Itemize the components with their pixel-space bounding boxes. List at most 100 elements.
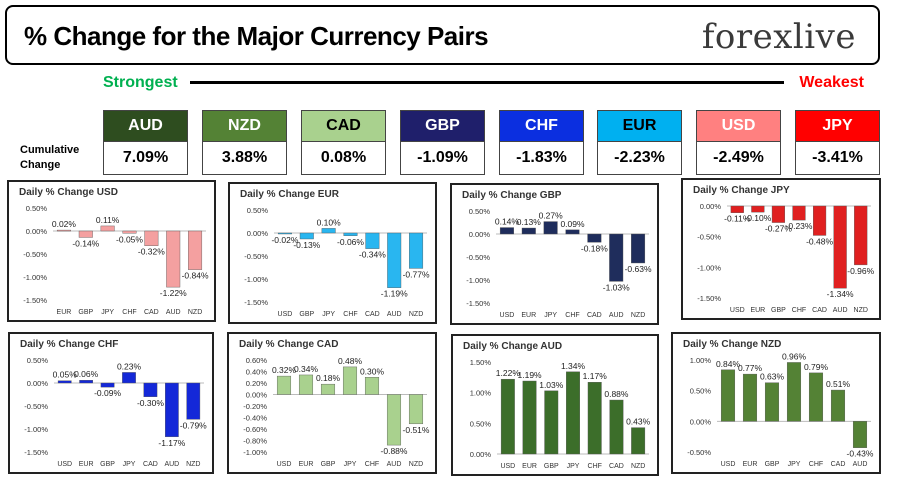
x-tick-label: AUD: [166, 309, 181, 316]
data-label: -0.30%: [137, 398, 164, 408]
cumulative-value-eur: -2.23%: [597, 142, 682, 175]
bar-chart: 0.00% -0.50% -1.00% -1.50% -0.11% USD -0.10% EU…: [697, 202, 874, 314]
y-tick-label: 1.00%: [470, 389, 492, 398]
bar-aud: [609, 233, 624, 282]
data-label: 0.48%: [338, 356, 363, 366]
chart-title: Daily % Change CAD: [239, 339, 339, 350]
data-label: -0.77%: [403, 269, 430, 279]
currency-tile-jpy: JPY: [795, 110, 880, 142]
bar-chart: 0.60% 0.40% 0.20% 0.00% -0.20% -0.40% -0.60% -0…: [243, 356, 430, 468]
data-label: 0.77%: [738, 363, 763, 373]
x-tick-label: JPY: [322, 311, 335, 318]
y-tick-label: -1.50%: [244, 298, 268, 307]
bar-usd: [730, 205, 744, 213]
x-tick-label: CAD: [831, 461, 846, 468]
y-tick-label: -0.50%: [687, 448, 711, 457]
y-tick-label: -1.00%: [243, 448, 267, 457]
bar-chart: 1.00% 0.50% 0.00% -0.50% 0.84% USD 0.77% EUR 0.6…: [687, 351, 874, 468]
bar-gbp: [764, 382, 780, 422]
currency-tile-aud: AUD: [103, 110, 188, 142]
data-label: 0.05%: [53, 370, 78, 380]
data-label: 0.88%: [604, 389, 629, 399]
data-label: -0.02%: [271, 235, 298, 245]
data-label: 0.96%: [782, 351, 807, 361]
bar-nzd: [188, 230, 203, 270]
data-label: 0.02%: [52, 219, 77, 229]
bar-cad: [587, 233, 602, 243]
bar-usd: [500, 378, 515, 455]
x-tick-label: CHF: [565, 312, 579, 319]
y-tick-label: 0.00%: [246, 391, 268, 400]
x-tick-label: JPY: [101, 309, 114, 316]
bar-usd: [720, 369, 736, 422]
chart-panel-8: Daily % Change NZD 1.00% 0.50% 0.00% -0.50% 0…: [671, 332, 881, 474]
chart-panel-7: Daily % Change AUD 1.50% 1.00% 0.50% 0.00% 1.…: [451, 334, 659, 476]
x-tick-label: EUR: [522, 463, 537, 470]
currency-tile-nzd: NZD: [202, 110, 287, 142]
data-label: -1.17%: [158, 438, 185, 448]
x-tick-label: GBP: [78, 309, 93, 316]
bar-eur: [56, 229, 71, 232]
bar-gbp: [299, 232, 314, 240]
x-tick-label: GBP: [765, 461, 780, 468]
data-label: -0.79%: [180, 420, 207, 430]
bar-eur: [751, 205, 765, 213]
x-tick-label: AUD: [853, 461, 868, 468]
x-tick-label: JPY: [544, 312, 557, 319]
y-tick-label: 0.00%: [247, 229, 269, 238]
bar-cad: [609, 399, 624, 455]
data-label: -1.19%: [381, 289, 408, 299]
y-tick-label: 1.00%: [690, 356, 712, 365]
bar-nzd: [186, 382, 201, 420]
bar-chart: 0.50% 0.00% -0.50% -1.00% -1.50% -0.02% USD -0.…: [244, 206, 430, 318]
data-label: 0.11%: [96, 215, 120, 225]
x-tick-label: EUR: [521, 312, 536, 319]
data-label: -1.03%: [603, 282, 630, 292]
y-tick-label: -0.40%: [243, 414, 267, 423]
currency-tile-gbp: GBP: [400, 110, 485, 142]
data-label: -0.48%: [806, 236, 833, 246]
bar-gbp: [78, 230, 93, 238]
x-tick-label: NZD: [631, 312, 645, 319]
bar-chf: [343, 232, 358, 236]
cumulative-change-label: Cumulative Change: [20, 144, 80, 171]
cumulative-value-chf: -1.83%: [499, 142, 584, 175]
data-label: 0.23%: [117, 361, 142, 371]
bar-nzd: [409, 232, 424, 269]
data-label: -0.05%: [116, 234, 143, 244]
x-tick-label: EUR: [57, 309, 72, 316]
y-tick-label: -1.50%: [23, 296, 47, 305]
y-tick-label: 0.00%: [700, 202, 722, 211]
bar-chart: 0.50% 0.00% -0.50% -1.00% -1.50% 0.14% USD 0.13…: [466, 207, 652, 319]
x-tick-label: AUD: [164, 461, 179, 468]
y-tick-label: -0.60%: [243, 425, 267, 434]
y-tick-label: 0.50%: [26, 204, 48, 213]
data-label: 1.22%: [496, 368, 521, 378]
bar-cad: [144, 230, 159, 246]
bar-chart: 0.50% 0.00% -0.50% -1.00% -1.50% 0.02% EUR -0.1…: [23, 204, 209, 316]
data-label: 0.14%: [495, 217, 520, 227]
bar-usd: [499, 227, 514, 235]
data-label: 0.84%: [716, 359, 741, 369]
data-label: 0.30%: [360, 366, 385, 376]
x-tick-label: JPY: [788, 461, 801, 468]
x-tick-label: EUR: [299, 461, 314, 468]
y-tick-label: -1.00%: [466, 276, 490, 285]
x-tick-label: EUR: [79, 461, 94, 468]
chart-panel-5: Daily % Change CHF 0.50% 0.00% -0.50% -1.00%…: [8, 332, 214, 474]
chart-title: Daily % Change GBP: [462, 190, 562, 201]
bar-nzd: [408, 394, 424, 425]
x-tick-label: JPY: [344, 461, 357, 468]
bar-chf: [122, 230, 137, 234]
y-tick-label: 0.00%: [27, 379, 49, 388]
cumulative-value-aud: 7.09%: [103, 142, 188, 175]
y-tick-label: 0.00%: [470, 450, 492, 459]
x-tick-label: CHF: [809, 461, 823, 468]
bar-aud: [166, 230, 181, 288]
cumulative-value-nzd: 3.88%: [202, 142, 287, 175]
y-tick-label: 0.50%: [469, 207, 491, 216]
x-tick-label: CAD: [587, 312, 602, 319]
bar-chf: [364, 377, 380, 395]
strongest-label: Strongest: [103, 74, 178, 91]
data-label: -0.13%: [293, 240, 320, 250]
